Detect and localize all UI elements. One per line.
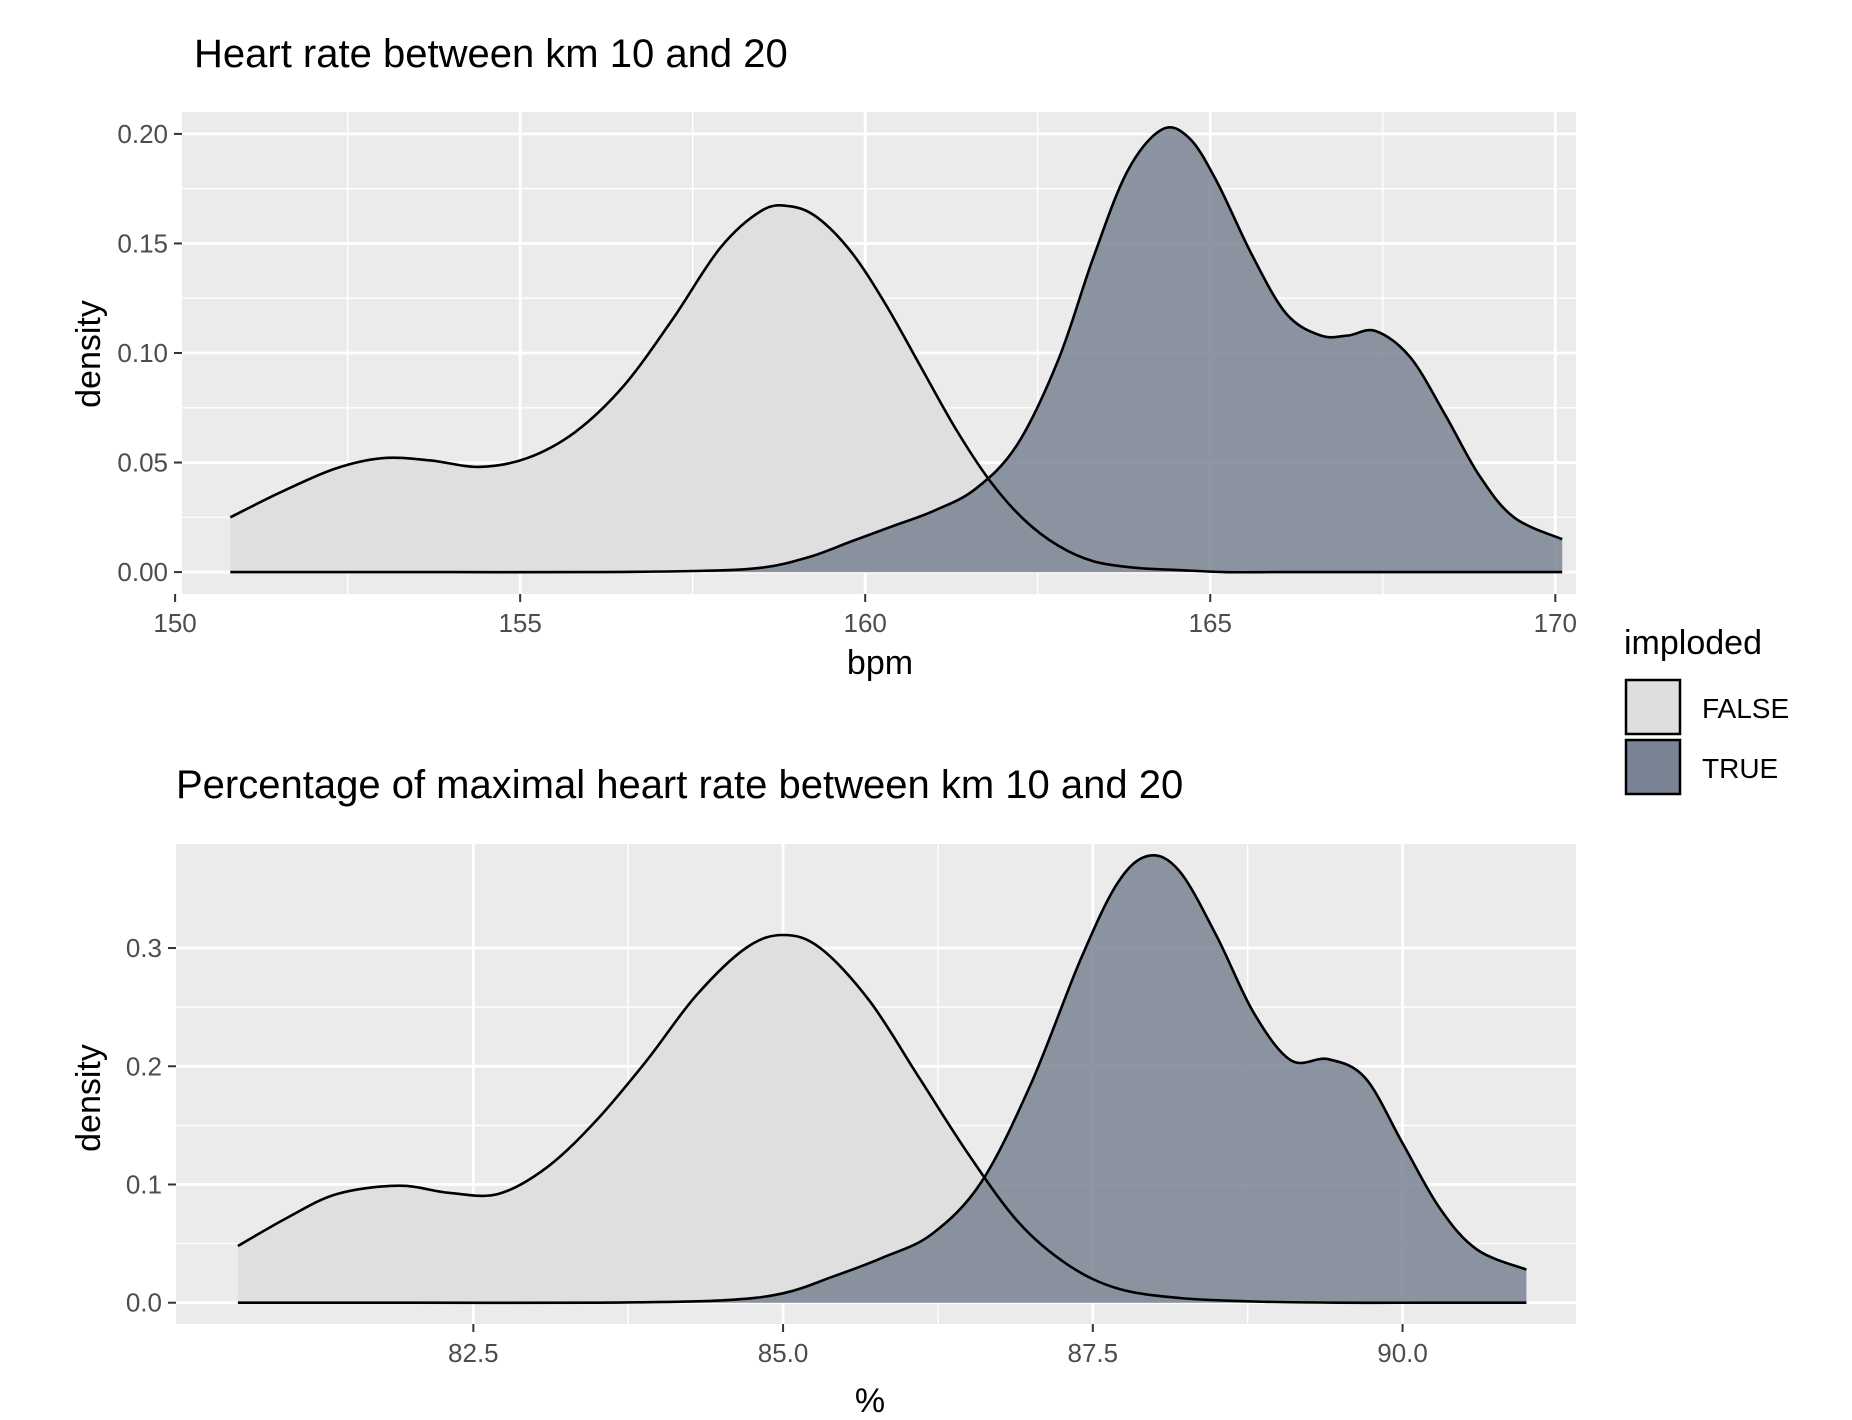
legend-label-true: TRUE	[1702, 753, 1778, 784]
legend-label-false: FALSE	[1702, 693, 1789, 724]
density-line-true	[237, 854, 1527, 1305]
density-line-false	[237, 933, 1527, 1305]
y-tick-label: 0.00	[117, 557, 168, 587]
x-tick-label: 165	[1189, 608, 1232, 638]
chart-title: Heart rate between km 10 and 20	[194, 32, 788, 76]
y-axis-label: density	[70, 300, 108, 408]
x-tick-label: 170	[1534, 608, 1577, 638]
x-tick-label: 85.0	[758, 1338, 809, 1368]
chart-panel-percentage: 0.0 0.1 0.2 0.3 82.5 85.0 87.5 90.0 Percentage…	[70, 763, 1576, 1420]
density-areas	[237, 854, 1527, 1305]
x-axis-ticks: 150 155 160 165 170	[153, 594, 1577, 638]
x-axis-label: %	[855, 1382, 885, 1420]
density-line-false	[229, 203, 1563, 574]
chart-panel-heart-rate: 0.00 0.05 0.10 0.15 0.20 150 155 160 165 170 Hea…	[70, 32, 1577, 682]
y-tick-label: 0.1	[126, 1169, 162, 1199]
x-tick-label: 150	[153, 608, 196, 638]
density-area-false	[230, 205, 1563, 573]
y-tick-label: 0.20	[117, 119, 168, 149]
density-area-true	[237, 855, 1527, 1303]
x-tick-label: 160	[844, 608, 887, 638]
x-axis-ticks: 82.5 85.0 87.5 90.0	[448, 1324, 1428, 1368]
y-tick-label: 0.05	[117, 448, 168, 478]
legend-title: imploded	[1624, 624, 1762, 662]
y-tick-label: 0.0	[126, 1288, 162, 1318]
legend: imploded FALSE TRUE	[1624, 624, 1789, 796]
legend-key-true	[1624, 738, 1682, 796]
density-areas	[229, 126, 1563, 574]
density-line-true	[230, 126, 1563, 574]
y-tick-label: 0.2	[126, 1051, 162, 1081]
x-axis-label: bpm	[847, 644, 913, 682]
x-tick-label: 87.5	[1068, 1338, 1119, 1368]
y-axis-label: density	[70, 1044, 108, 1152]
x-tick-label: 82.5	[448, 1338, 499, 1368]
y-tick-label: 0.10	[117, 338, 168, 368]
y-axis-ticks: 0.0 0.1 0.2 0.3	[126, 933, 176, 1318]
x-tick-label: 90.0	[1377, 1338, 1428, 1368]
x-tick-label: 155	[498, 608, 541, 638]
density-area-false	[237, 935, 1527, 1303]
y-tick-label: 0.15	[117, 228, 168, 258]
y-axis-ticks: 0.00 0.05 0.10 0.15 0.20	[117, 119, 182, 587]
y-tick-label: 0.3	[126, 933, 162, 963]
chart-title: Percentage of maximal heart rate between…	[176, 763, 1183, 807]
density-area-true	[230, 127, 1563, 573]
legend-key-false	[1624, 678, 1682, 736]
